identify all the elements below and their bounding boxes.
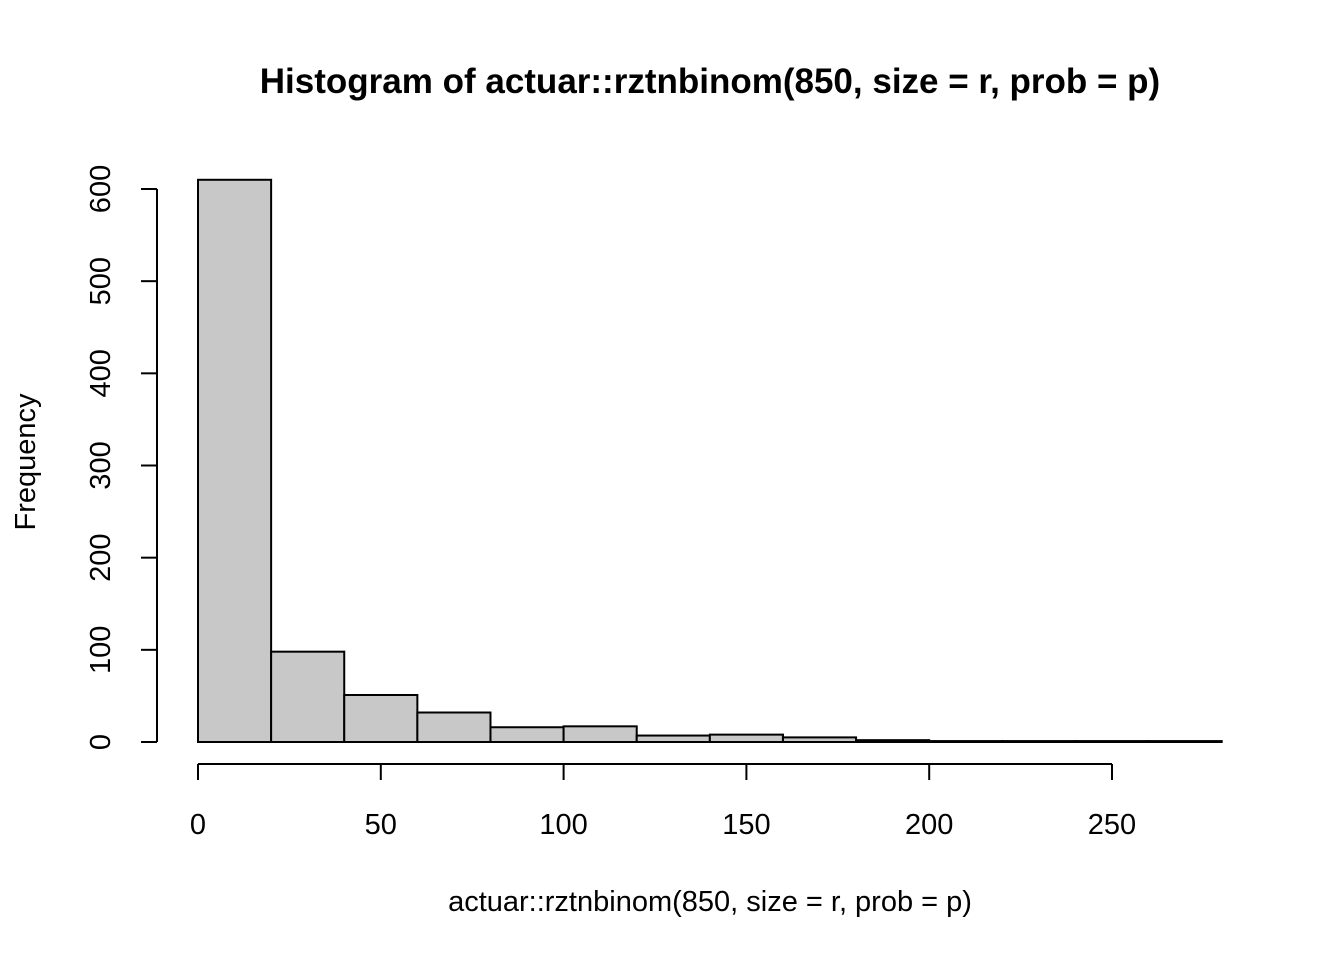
histogram-bar-40-60 bbox=[343, 693, 419, 743]
histogram-bar-60-80 bbox=[416, 711, 492, 743]
x-axis-label: actuar::rztnbinom(850, size = r, prob = … bbox=[448, 886, 972, 918]
x-tick-label: 100 bbox=[539, 809, 587, 841]
histogram-bar-180-200 bbox=[855, 739, 931, 744]
y-tick-label: 100 bbox=[85, 626, 117, 674]
histogram-bar-80-100 bbox=[489, 726, 565, 744]
histogram-bar-240-260 bbox=[1074, 740, 1150, 743]
y-tick-label: 0 bbox=[85, 734, 117, 750]
histogram-bar-260-280 bbox=[1147, 740, 1223, 743]
y-axis-label: Frequency bbox=[10, 393, 42, 531]
y-axis: 0 100 200 300 400 500 600 bbox=[85, 165, 158, 750]
y-tick-label: 600 bbox=[85, 165, 117, 213]
chart-title: Histogram of actuar::rztnbinom(850, size… bbox=[260, 62, 1160, 101]
y-tick-label: 300 bbox=[85, 441, 117, 489]
histogram-bar-200-220 bbox=[928, 740, 1004, 743]
x-tick-label: 50 bbox=[365, 809, 397, 841]
x-axis: 0 50 100 150 200 250 bbox=[190, 763, 1136, 841]
y-tick-label: 400 bbox=[85, 349, 117, 397]
x-tick-label: 0 bbox=[190, 809, 206, 841]
y-tick-label: 200 bbox=[85, 533, 117, 581]
histogram-bar-120-140 bbox=[635, 734, 711, 744]
y-tick-label: 500 bbox=[85, 257, 117, 305]
histogram-bar-100-120 bbox=[562, 725, 638, 743]
histogram-bar-140-160 bbox=[708, 733, 784, 743]
histogram-bar-0-20 bbox=[197, 178, 273, 744]
x-tick-label: 150 bbox=[722, 809, 770, 841]
histogram-bar-160-180 bbox=[781, 736, 858, 743]
histogram-bars bbox=[197, 178, 1223, 744]
x-tick-label: 200 bbox=[905, 809, 953, 841]
x-tick-label: 250 bbox=[1088, 809, 1136, 841]
histogram-bar-220-240 bbox=[1001, 740, 1077, 743]
histogram-bar-20-40 bbox=[270, 650, 346, 744]
